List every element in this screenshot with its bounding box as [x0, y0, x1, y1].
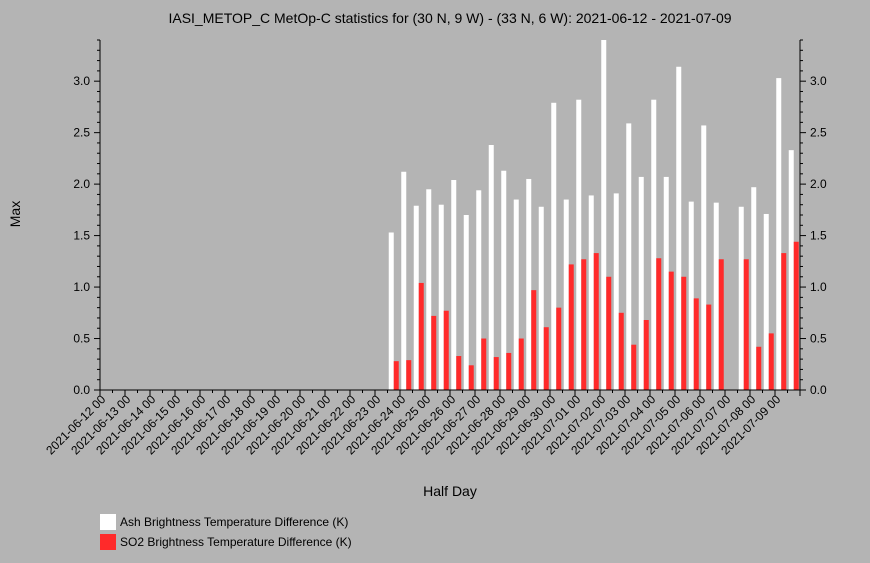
so2-bar: [618, 312, 624, 390]
ash-bar: [588, 195, 594, 390]
y-axis-label: Max: [7, 201, 23, 227]
axes-group: 0.0 0.0 0.5 0.5 1.0 1.0 1.5 1.5 2.0 2.0 2.5 2.5 3.0 3…: [43, 39, 827, 457]
y-tick-label-right: 0.0: [810, 383, 827, 397]
y-tick-label-left: 1.0: [73, 280, 90, 294]
so2-bar: [643, 320, 649, 390]
y-tick-label-right: 2.5: [810, 126, 827, 140]
legend: Ash Brightness Temperature Difference (K…: [100, 512, 352, 552]
ash-bar: [626, 123, 632, 390]
so2-bar: [468, 365, 474, 390]
ash-bar: [788, 150, 794, 390]
y-tick-label-left: 0.0: [73, 383, 90, 397]
so2-bar: [681, 276, 687, 390]
ash-bar: [663, 176, 669, 390]
ash-bar: [463, 215, 469, 390]
ash-bar: [513, 199, 519, 390]
so2-bar: [693, 298, 699, 390]
ash-bar: [501, 170, 507, 390]
ash-bar: [488, 145, 494, 390]
ash-bar: [476, 190, 482, 390]
so2-bar: [506, 352, 512, 390]
legend-item-so2: SO2 Brightness Temperature Difference (K…: [100, 532, 352, 552]
ash-bar: [401, 171, 407, 390]
legend-swatch-ash: [100, 514, 116, 530]
so2-bar: [406, 360, 412, 390]
so2-bar: [393, 361, 399, 390]
so2-bar: [556, 307, 562, 390]
legend-swatch-so2: [100, 534, 116, 550]
so2-bar: [793, 241, 799, 390]
ash-bar: [388, 232, 394, 390]
ash-bar: [738, 206, 744, 390]
so2-bar: [743, 259, 749, 390]
legend-label-so2: SO2 Brightness Temperature Difference (K…: [120, 535, 352, 549]
legend-item-ash: Ash Brightness Temperature Difference (K…: [100, 512, 352, 532]
ash-bar: [651, 99, 657, 391]
so2-bar: [531, 290, 537, 390]
ash-bar: [701, 125, 707, 391]
y-tick-label-right: 3.0: [810, 74, 827, 88]
ash-bar: [601, 40, 607, 390]
ash-bar: [426, 189, 432, 390]
ash-bar: [676, 66, 682, 390]
ash-bar: [413, 205, 419, 390]
ash-bar: [776, 78, 782, 391]
so2-bar: [431, 315, 437, 390]
so2-bar: [756, 346, 762, 390]
ash-bar: [638, 176, 644, 390]
so2-bar: [656, 258, 662, 390]
ash-bar: [438, 204, 444, 390]
y-tick-label-left: 2.0: [73, 177, 90, 191]
y-tick-label-right: 2.0: [810, 177, 827, 191]
so2-bar: [606, 276, 612, 390]
so2-bar: [443, 310, 449, 390]
so2-bar: [481, 338, 487, 390]
so2-bar: [581, 259, 587, 390]
so2-bar: [418, 282, 424, 390]
ash-bar: [688, 201, 694, 390]
so2-bar: [631, 344, 637, 390]
ash-bar: [563, 199, 569, 390]
x-axis-label: Half Day: [423, 483, 477, 499]
ash-bar: [763, 213, 769, 390]
so2-bar: [718, 259, 724, 390]
so2-bar: [456, 356, 462, 390]
so2-bar: [518, 338, 524, 390]
y-tick-label-right: 0.5: [810, 332, 827, 346]
so2-bar: [668, 271, 674, 390]
bars-group: [388, 40, 799, 391]
so2-bar: [706, 304, 712, 390]
y-tick-label-left: 2.5: [73, 126, 90, 140]
so2-bar: [493, 357, 499, 390]
ash-bar: [551, 102, 557, 390]
chart-title: IASI_METOP_C MetOp-C statistics for (30 …: [168, 10, 731, 26]
so2-bar: [543, 327, 549, 390]
y-tick-label-left: 3.0: [73, 74, 90, 88]
so2-bar: [593, 253, 599, 390]
so2-bar: [568, 264, 574, 390]
ash-bar: [526, 178, 532, 390]
ash-bar: [538, 206, 544, 390]
legend-label-ash: Ash Brightness Temperature Difference (K…: [120, 515, 349, 529]
so2-bar: [781, 253, 787, 390]
y-tick-label-left: 1.5: [73, 229, 90, 243]
ash-bar: [751, 187, 757, 390]
ash-bar: [713, 202, 719, 390]
y-tick-label-right: 1.0: [810, 280, 827, 294]
y-tick-label-right: 1.5: [810, 229, 827, 243]
so2-bar: [768, 333, 774, 390]
ash-bar: [613, 193, 619, 390]
ash-bar: [576, 99, 582, 391]
ash-bar: [451, 180, 457, 390]
y-tick-label-left: 0.5: [73, 332, 90, 346]
